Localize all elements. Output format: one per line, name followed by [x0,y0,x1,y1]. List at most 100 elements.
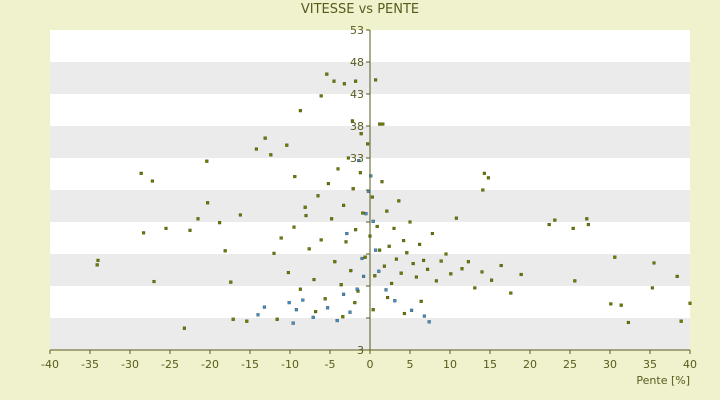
data-point [342,203,346,207]
data-point [287,301,291,305]
data-point [256,313,260,317]
x-tick-label: 20 [523,358,537,371]
data-point [269,153,273,157]
data-point [481,188,485,192]
data-point [422,258,426,262]
axes [49,29,691,354]
data-point [348,310,352,314]
data-point [402,311,406,316]
data-point [323,297,327,301]
data-point [490,278,494,282]
data-point [509,291,513,295]
data-point [460,267,464,271]
data-point [378,122,382,126]
data-point [361,211,365,215]
data-point [311,315,315,319]
data-point [426,267,430,271]
data-point [152,279,156,284]
data-point [332,79,336,83]
data-point [341,315,345,319]
data-point [319,94,323,98]
data-point [382,264,386,268]
y-tick-label: 38 [350,120,364,133]
data-point [349,269,353,273]
data-point [344,240,348,244]
data-point [613,255,617,259]
data-point [369,174,373,178]
data-point [449,272,453,276]
data-point [364,212,368,216]
data-point [285,143,289,147]
data-point [373,274,377,278]
data-point [298,287,302,291]
x-tick-label: -30 [121,358,139,371]
data-point [291,321,295,325]
x-tick-label: -15 [241,358,259,371]
data-point [292,225,296,229]
data-point [351,187,355,191]
data-point [326,182,330,186]
data-point [293,175,297,179]
data-point [245,319,249,323]
x-tick-label: 0 [367,358,374,371]
data-point [688,301,692,305]
data-point [223,249,227,253]
data-point [272,251,276,255]
x-tick-label: 15 [483,358,497,371]
data-point [418,242,422,246]
data-point [188,228,192,232]
x-tick-label: -40 [41,358,59,371]
data-point [439,259,443,263]
data-point [482,171,486,175]
x-tick-label: 10 [443,358,457,371]
data-point [402,239,406,243]
data-point [307,247,311,251]
data-point [319,238,323,242]
data-point [585,217,589,221]
data-point [378,248,382,252]
data-point [196,217,200,221]
tick-labels: -40 -35 -30 -25 -20 -15 -10 -5 0 5 10 15 20 25 30 35 40 3… [41,24,697,371]
data-point [586,223,590,227]
data-point [358,171,362,175]
data-point [150,179,154,183]
chart-title: VITESSE vs PENTE [300,2,420,17]
data-point [519,272,523,277]
data-point [298,109,302,113]
data-point [279,236,283,240]
data-point [355,287,359,291]
x-tick-label: 30 [603,358,617,371]
data-point [316,194,320,198]
data-point [399,271,403,275]
data-point [405,251,409,255]
data-point [571,226,575,230]
x-tick-label: -20 [201,358,219,371]
x-axis-label: Pente [%] [636,374,690,387]
data-point [414,275,418,279]
x-tick-label: 35 [643,358,657,371]
data-point [238,213,242,217]
x-tick-label: -10 [281,358,299,371]
data-point [342,82,346,86]
data-point [473,286,477,290]
data-point [547,223,551,227]
data-point [254,147,258,151]
y-tick-label: 33 [350,152,364,165]
data-point [354,79,358,83]
data-point [392,226,396,230]
x-tick-label: -35 [81,358,99,371]
data-point [419,299,423,303]
data-point [350,119,354,123]
data-point [275,317,279,321]
data-point [363,255,367,259]
data-point [486,176,490,180]
data-point [366,142,370,146]
data-point [231,317,235,321]
data-point [397,199,401,203]
data-point [675,274,679,278]
data-point [339,283,343,287]
data-point [301,298,305,302]
y-tick-label: 3 [357,344,364,357]
y-tick-label: 53 [350,24,364,37]
